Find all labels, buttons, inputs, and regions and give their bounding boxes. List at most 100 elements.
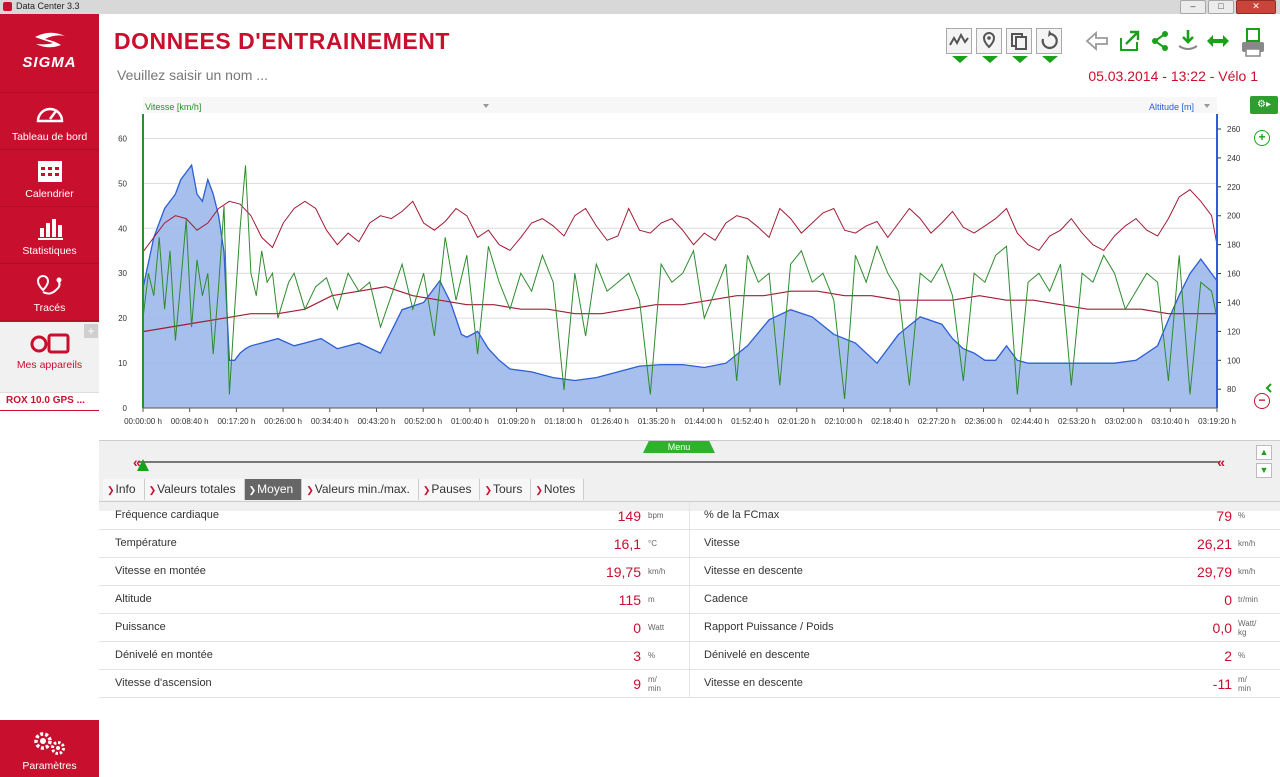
maximize-button[interactable]: □ [1208,0,1234,14]
x-tick-label: 01:52:40 h [731,417,769,426]
x-tick-label: 02:01:20 h [778,417,816,426]
my-devices-header[interactable]: + Mes appareils [0,322,99,393]
left-axis-dropdown-icon [483,104,489,108]
app-icon [3,2,12,11]
range-slider[interactable]: « « [133,454,1225,471]
sidebar-item-calendar[interactable]: Calendrier [0,150,99,207]
scroll-up-button[interactable]: ▲ [1256,445,1272,460]
tab-min-max-values[interactable]: ❯Valeurs min./max. [302,479,419,500]
stat-value: 26,21 [1196,536,1232,552]
settings-label: Paramètres [22,760,77,772]
speed-line [142,165,1218,400]
x-tick-label: 00:00:00 h [124,417,162,426]
window-title: Data Center 3.3 [16,1,80,11]
tab-pauses[interactable]: ❯Pauses [418,479,481,500]
stat-cell: % de la FCmax 79% [690,502,1280,529]
bar-chart-icon [38,219,63,240]
right-axis-dropdown-icon [1204,104,1210,108]
training-chart[interactable]: Vitesse [km/h] Altitude [m] 0 10 20 30 40 50 60 8… [99,94,1280,440]
temperature-line [142,286,1217,333]
settings-button[interactable]: Paramètres [0,720,99,777]
stat-cell: Température 16,1 °C [99,530,690,557]
arrow-left-icon [1085,30,1108,52]
stat-cell: Vitesse d'ascension 9 m/min [99,670,690,697]
altitude-area [143,165,1217,408]
y-tick-label-right: 120 [1227,327,1241,336]
x-tick-label: 01:26:40 h [591,417,629,426]
table-row: Altitude 115 m Cadence 0 tr/min [99,586,1280,614]
stat-unit: °C [648,539,657,548]
table-row: Vitesse en montée 19,75 km/h Vitesse en de… [99,558,1280,586]
range-end-handle[interactable]: « [1217,454,1225,470]
x-tick-label: 03:10:40 h [1151,417,1189,426]
download-button[interactable] [1175,28,1201,54]
close-window-button[interactable]: ✕ [1236,0,1276,14]
window-titlebar: Data Center 3.3 – □ ✕ [0,0,1280,15]
devices-panel: + Mes appareils ROX 10.0 GPS ... [0,322,99,722]
stat-label: Cadence [704,593,749,605]
stat-value: 115 [618,592,641,608]
altitude-line [142,163,1218,382]
training-name-input[interactable] [115,66,619,84]
y-tick-label-right: 260 [1227,125,1241,134]
stat-unit: % [648,651,656,660]
tab-total-values[interactable]: ❯Valeurs totales [144,479,245,500]
tab-laps[interactable]: ❯Tours [480,479,532,500]
sidebar-item-tracks[interactable]: Tracés [0,264,99,321]
add-device-button[interactable]: + [84,324,98,338]
zoom-out-button[interactable]: − [1254,393,1270,409]
refresh-button[interactable] [1036,28,1062,63]
stat-unit-top: m/ [648,675,657,684]
x-tick-label: 00:43:20 h [358,417,396,426]
table-row: Puissance 0 Watt Rapport Puissance / Poids… [99,614,1280,642]
tab-label: Valeurs min./max. [314,482,410,496]
device-item[interactable]: ROX 10.0 GPS ... [0,392,99,411]
stat-unit: km/h [648,567,666,576]
stat-label: Rapport Puissance / Poids [704,621,834,633]
range-start-handle[interactable]: « [133,454,141,470]
chevron-right-icon: ❯ [306,485,314,495]
zoom-in-button[interactable]: + [1254,130,1270,146]
y-tick-label-right: 80 [1227,385,1236,394]
y-tick-label-left: 60 [118,134,127,143]
export-button[interactable] [1117,28,1143,54]
tab-notes[interactable]: ❯Notes [531,479,585,500]
tab-average[interactable]: ❯Moyen [244,479,303,500]
sidebar-item-statistics[interactable]: Statistiques [0,207,99,264]
stat-value: 3 [633,648,641,664]
x-tick-label: 02:27:20 h [918,417,956,426]
chart-settings-button[interactable]: ⚙▸ [1250,96,1278,114]
y-tick-label-left: 10 [118,359,127,368]
download-icon [1178,30,1198,50]
tab-info[interactable]: ❯Info [103,479,145,500]
stat-label: Altitude [115,593,152,605]
copy-button[interactable] [1006,28,1032,63]
stat-cell: Dénivelé en descente 2% [690,642,1280,669]
graph-view-button[interactable] [946,28,972,63]
sidebar-item-dashboard[interactable]: Tableau de bord [0,93,99,150]
menu-button[interactable]: Menu [643,441,715,453]
scroll-down-button[interactable]: ▼ [1256,463,1272,478]
stat-value: -11 [1212,676,1232,692]
back-button[interactable] [1084,28,1110,54]
stat-unit: Watt [648,623,665,632]
stat-cell: Puissance 0 Watt [99,614,690,641]
share-button[interactable] [1147,28,1173,54]
minimize-button[interactable]: – [1180,0,1206,14]
table-row: Fréquence cardiaque 149 bpm % de la FCmax 7… [99,502,1280,530]
range-position-marker[interactable] [137,459,149,471]
sidebar: SIGMA Tableau de bord Calendrier Statist… [0,14,99,777]
y-tick-label-left: 50 [118,179,127,188]
chevron-right-icon: ❯ [484,485,492,495]
tab-label: Moyen [257,482,294,496]
stat-label: Vitesse en montée [115,565,206,577]
print-button[interactable] [1239,28,1265,57]
stat-unit-bottom: min [1238,684,1251,693]
chevron-right-icon: ❯ [107,485,115,495]
chart-header-bar [143,97,1217,113]
compare-button[interactable] [1205,28,1231,54]
devices-icon [30,333,70,354]
stat-unit: % [1238,511,1246,520]
map-view-button[interactable] [976,28,1002,63]
copy-icon [1011,33,1027,50]
